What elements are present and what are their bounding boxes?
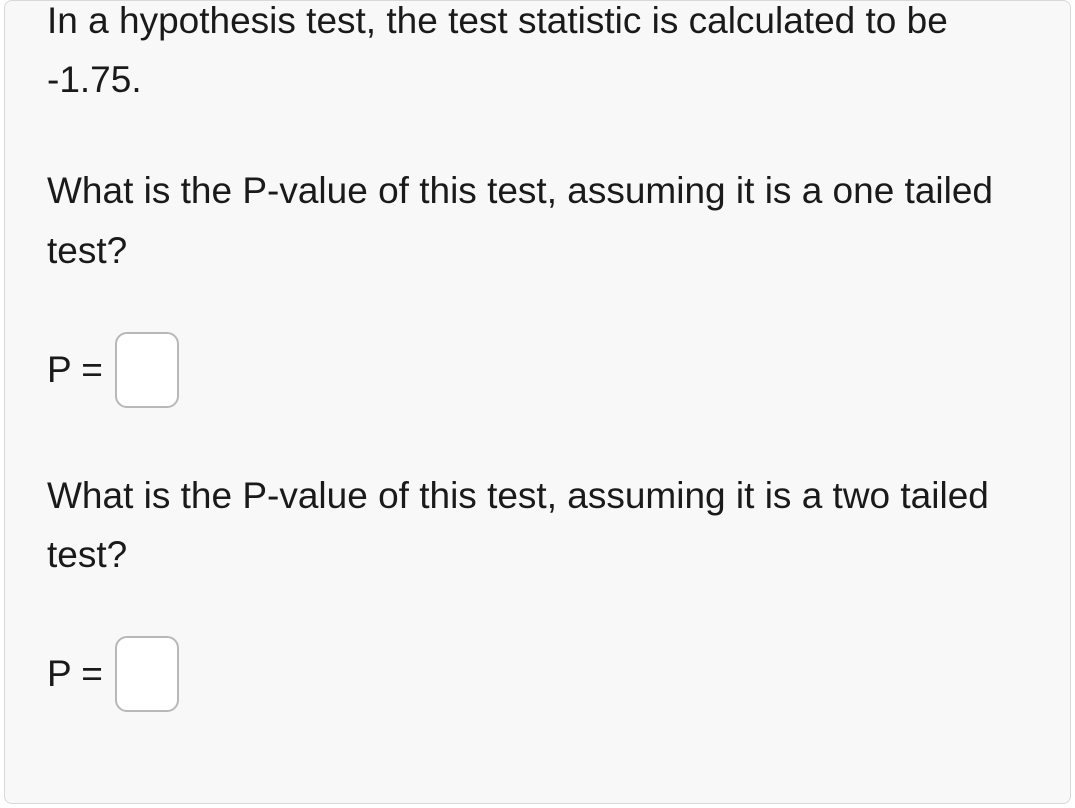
question-intro: In a hypothesis test, the test statistic…: [47, 0, 1028, 109]
question-container: In a hypothesis test, the test statistic…: [4, 0, 1071, 804]
answer-row-one: P =: [47, 332, 1028, 408]
p-value-two-tailed-input[interactable]: [115, 636, 179, 712]
question-part-one: What is the P-value of this test, assumi…: [47, 161, 1028, 279]
answer-row-two: P =: [47, 636, 1028, 712]
p-value-one-tailed-input[interactable]: [115, 332, 179, 408]
answer-label-one: P =: [47, 349, 103, 391]
answer-label-two: P =: [47, 653, 103, 695]
question-part-two: What is the P-value of this test, assumi…: [47, 466, 1028, 584]
